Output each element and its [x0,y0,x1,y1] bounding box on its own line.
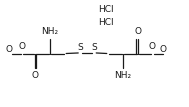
Text: O: O [31,71,39,80]
Text: NH₂: NH₂ [42,27,59,36]
Text: S: S [77,43,83,52]
Text: HCl: HCl [98,18,114,27]
Text: O: O [160,45,167,54]
Text: O: O [134,27,142,36]
Text: S: S [91,43,97,52]
Text: HCl: HCl [98,5,114,14]
Text: O: O [6,45,13,54]
Text: NH₂: NH₂ [114,71,131,80]
Text: O: O [18,42,25,51]
Text: O: O [149,42,156,51]
